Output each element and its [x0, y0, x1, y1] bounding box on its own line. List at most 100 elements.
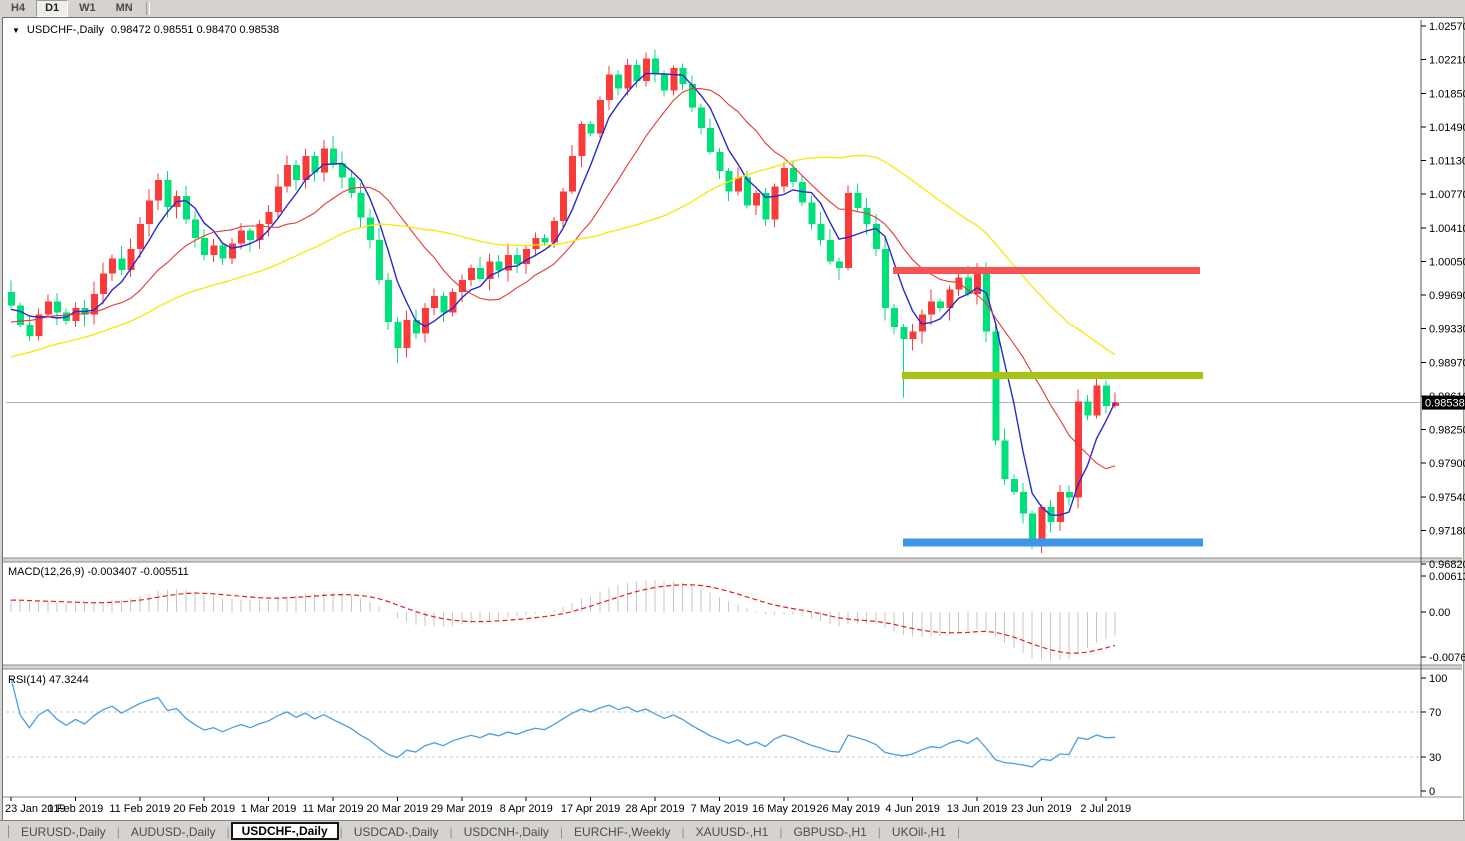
tab-usdcad-daily[interactable]: USDCAD-,Daily — [353, 824, 439, 839]
candle-bearish — [440, 295, 448, 313]
candle-bullish — [642, 58, 650, 82]
candle-bullish — [274, 186, 282, 212]
candle-bullish — [1093, 385, 1101, 416]
candle-bearish — [293, 165, 301, 181]
axis-label: 1 Mar 2019 — [241, 803, 297, 815]
axis-label: 1 Feb 2019 — [48, 803, 104, 815]
candle-bearish — [633, 65, 641, 82]
candle-bearish — [698, 107, 705, 128]
axis-label: 20 Mar 2019 — [367, 803, 429, 815]
price-axis[interactable]: 1.02570 1.02210 1.01850 1.01490 1.01130 1.007… — [1420, 20, 1465, 798]
axis-label: 17 Apr 2019 — [561, 803, 620, 815]
candle-bearish — [1047, 507, 1055, 522]
tab-separator: | — [226, 824, 230, 839]
candle-bullish — [486, 261, 494, 280]
candle-bearish — [17, 305, 25, 325]
candle-bullish — [265, 211, 273, 225]
tab-separator: | — [877, 824, 881, 839]
candle-bearish — [587, 124, 595, 134]
timeframe-button-mn[interactable]: MN — [115, 2, 133, 14]
candle-bearish — [219, 245, 227, 259]
candle-bearish — [1029, 513, 1037, 542]
candle-bullish — [458, 280, 466, 293]
ma-slow-line — [10, 154, 1116, 358]
chart-title: ▼ USDCHF-,Daily 0.98472 0.98551 0.98470 … — [12, 24, 279, 36]
candle-bearish — [790, 167, 797, 182]
tab-usdchf-daily[interactable]: USDCHF-,Daily — [230, 822, 339, 840]
candle-bearish — [652, 58, 659, 75]
candle-bullish — [431, 295, 439, 309]
candle-bearish — [164, 180, 172, 208]
candle-bullish — [523, 249, 531, 265]
tab-gbpusd-h1[interactable]: GBPUSD-,H1 — [793, 824, 867, 839]
candle-bullish — [596, 99, 604, 134]
candle-bullish — [504, 254, 512, 271]
ma-fast-line — [10, 72, 1116, 516]
axis-label: 0.97540 — [1429, 492, 1465, 504]
candle-bullish — [256, 224, 264, 240]
candle-bearish — [863, 208, 871, 225]
candle-bullish — [100, 273, 107, 295]
axis-label: 2 Jul 2019 — [1080, 803, 1131, 815]
axis-label: 1.02210 — [1429, 55, 1465, 67]
candle-bullish — [1075, 401, 1083, 498]
axis-label: 1.01850 — [1429, 88, 1465, 100]
tabbar-lead-divider — [0, 825, 9, 838]
candle-bullish — [228, 243, 236, 259]
candle-bullish — [532, 238, 540, 250]
rsi-pane — [6, 677, 1420, 768]
candle-bullish — [771, 186, 779, 220]
tab-separator: | — [449, 824, 453, 839]
candle-bearish — [900, 326, 908, 339]
axis-label: 70 — [1429, 707, 1441, 719]
candle-bullish — [468, 267, 475, 281]
support-line-olive[interactable] — [902, 371, 1203, 379]
axis-label: 28 Apr 2019 — [625, 803, 684, 815]
candle-bullish — [928, 301, 935, 315]
support-line-blue[interactable] — [903, 538, 1203, 547]
candle-bearish — [412, 320, 420, 334]
tab-ukoil-h1[interactable]: UKOil-,H1 — [891, 824, 946, 839]
tab-eurusd-daily[interactable]: EURUSD-,Daily — [21, 824, 106, 839]
candle-bearish — [366, 217, 374, 240]
tab-audusd-daily[interactable]: AUDUSD-,Daily — [130, 824, 216, 839]
tab-eurchf-weekly[interactable]: EURCHF-,Weekly — [574, 824, 671, 839]
axis-label: 1.01490 — [1429, 122, 1465, 134]
candle-bearish — [330, 148, 337, 164]
axis-label: 11 Mar 2019 — [303, 803, 364, 815]
candle-bullish — [606, 74, 613, 100]
candle-bullish — [422, 308, 429, 334]
candle-bearish — [385, 280, 393, 323]
chart-tab-bar: EURUSD-,Daily | AUDUSD-,Daily | USDCHF-,Dail… — [0, 820, 1465, 841]
candle-bearish — [1066, 492, 1073, 498]
timeframe-button-h4[interactable]: H4 — [11, 2, 26, 14]
candle-bearish — [26, 324, 34, 337]
candle-bullish — [624, 65, 632, 89]
tab-xauusd-h1[interactable]: XAUUSD-,H1 — [695, 824, 769, 839]
macd-signal-line — [10, 584, 1116, 654]
candle-bearish — [716, 152, 724, 171]
candle-bearish — [118, 258, 126, 270]
candle-bearish — [615, 74, 623, 89]
axis-label: 29 Mar 2019 — [431, 803, 493, 815]
macd-indicator-label: MACD(12,26,9) -0.003407 -0.005511 — [8, 566, 189, 578]
candle-bearish — [192, 219, 199, 239]
tab-separator: | — [116, 824, 120, 839]
candle-bearish — [744, 177, 751, 206]
tab-separator: | — [779, 824, 783, 839]
tab-separator: | — [956, 824, 961, 839]
chart-collapse-icon[interactable]: ▼ — [12, 25, 20, 35]
candle-bearish — [495, 261, 503, 271]
candle-bearish — [201, 238, 209, 255]
tab-separator: | — [559, 824, 564, 839]
timeframe-button-w1[interactable]: W1 — [79, 2, 96, 14]
ma-medium-line — [10, 87, 1116, 470]
candle-bearish — [357, 193, 365, 218]
axis-label: 4 Jun 2019 — [885, 803, 939, 815]
timeframe-button-d1[interactable]: D1 — [36, 0, 69, 17]
panel-splitter[interactable] — [3, 557, 1462, 798]
resistance-line-red[interactable] — [893, 267, 1200, 275]
tab-usdcnh-daily[interactable]: USDCNH-,Daily — [463, 824, 549, 839]
